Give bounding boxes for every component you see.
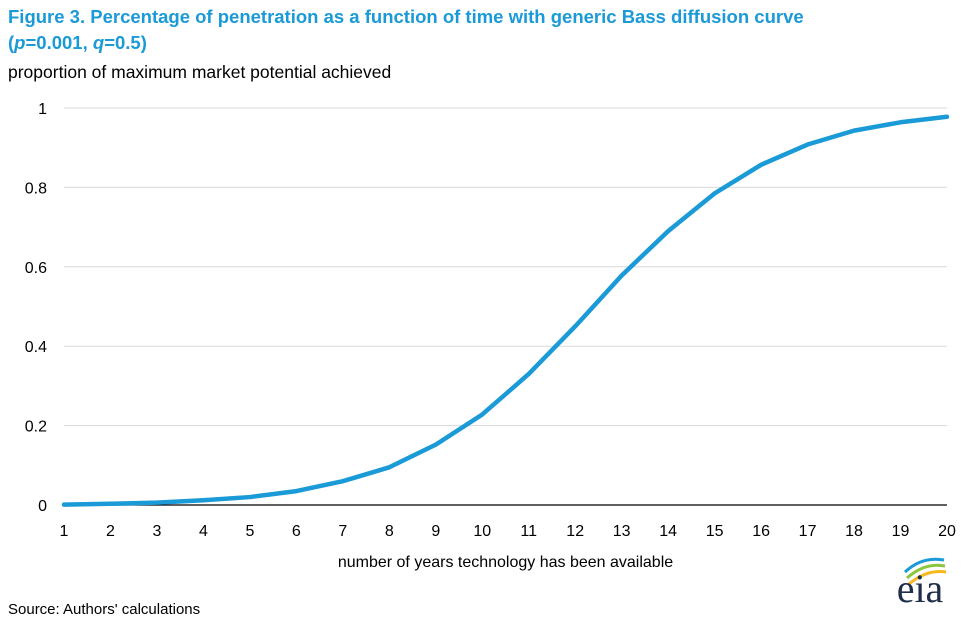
y-tick-label: 0.8 — [25, 180, 47, 197]
x-tick-label: 12 — [566, 523, 584, 540]
chart-title-line1: Figure 3. Percentage of penetration as a… — [8, 6, 804, 27]
x-tick-label: 13 — [613, 523, 631, 540]
x-tick-label: 16 — [752, 523, 770, 540]
title-p-value: =0.001, — [25, 32, 93, 53]
title-q-symbol: q — [92, 32, 105, 53]
logo-arc-green — [906, 563, 946, 580]
x-tick-label: 10 — [473, 523, 491, 540]
y-tick-label: 0.6 — [25, 260, 47, 277]
x-axis-label: number of years technology has been avai… — [338, 554, 673, 571]
series-line — [61, 114, 950, 507]
x-tick-label: 20 — [938, 523, 956, 540]
x-tick-label: 5 — [245, 523, 254, 540]
y-tick-label: 1 — [38, 101, 47, 118]
x-tick-label: 3 — [152, 523, 161, 540]
title-p-symbol: p — [14, 32, 26, 53]
title-q-value: =0.5) — [104, 32, 147, 53]
eia-logo: eia — [897, 557, 947, 611]
x-tick-label: 2 — [106, 523, 115, 540]
series-group — [61, 114, 950, 507]
logo-arc-blue — [903, 557, 945, 574]
x-tick-label: 1 — [60, 523, 69, 540]
x-tick-label: 17 — [799, 523, 817, 540]
x-tick-labels: 1 2 3 4 5 6 7 8 9 10 11 12 13 14 15 16 17 18 19 20 — [60, 523, 956, 540]
chart-title: Figure 3. Percentage of penetration as a… — [8, 4, 948, 56]
x-tick-label: 6 — [292, 523, 301, 540]
chart-title-line2: (p=0.001, q=0.5) — [8, 30, 948, 56]
x-tick-label: 4 — [199, 523, 208, 540]
gridlines — [64, 107, 947, 427]
eia-logo-text: eia — [897, 566, 944, 611]
logo-arc-yellow — [908, 570, 947, 586]
y-tick-label: 0 — [38, 498, 47, 515]
x-tick-label: 9 — [431, 523, 440, 540]
title-paren-open: ( — [8, 32, 15, 53]
y-tick-label: 0.4 — [25, 339, 47, 356]
x-tick-label: 11 — [520, 523, 537, 540]
x-tick-label: 14 — [659, 523, 677, 540]
x-tick-label: 19 — [892, 523, 910, 540]
source-note: Source: Authors' calculations — [8, 601, 201, 618]
x-tick-label: 18 — [845, 523, 863, 540]
x-tick-label: 7 — [338, 523, 347, 540]
y-tick-label: 0.2 — [25, 419, 47, 436]
x-tick-label: 8 — [385, 523, 394, 540]
y-axis-label: proportion of maximum market potential a… — [8, 62, 392, 82]
y-tick-labels: 0 0.2 0.4 0.6 0.8 1 — [25, 101, 47, 515]
x-tick-label: 15 — [706, 523, 724, 540]
